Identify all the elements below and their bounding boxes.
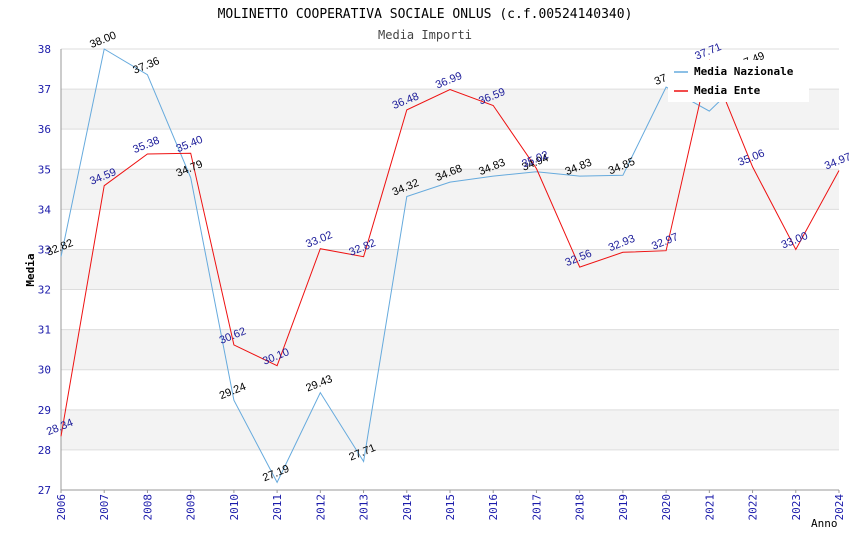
data-label: 29.43: [304, 373, 334, 394]
grid-bands: [61, 89, 839, 450]
data-label: 37.36: [131, 55, 161, 76]
x-tick-label: 2024: [833, 494, 846, 521]
data-label: 29.24: [218, 381, 248, 402]
x-tick-label: 2023: [790, 494, 803, 521]
y-tick-label: 27: [38, 484, 51, 497]
data-label: 35.40: [175, 134, 205, 155]
x-tick-label: 2021: [703, 494, 716, 521]
x-ticks: 2006 2007 2008 2009 2010 2011 2012 2013 2014 2015…: [55, 490, 846, 521]
chart-subtitle: Media Importi: [378, 28, 472, 42]
gridlines: [61, 48, 839, 491]
y-tick-label: 36: [38, 123, 51, 136]
data-label: 35.38: [131, 135, 161, 156]
x-axis-title: Anno: [811, 517, 838, 530]
y-tick-label: 38: [38, 43, 51, 56]
y-tick-label: 31: [38, 324, 51, 337]
data-label: 38.00: [88, 29, 118, 50]
grid-band: [61, 409, 839, 450]
x-tick-label: 2012: [314, 494, 327, 521]
x-tick-label: 2017: [530, 494, 543, 521]
y-axis-title: Media: [24, 253, 37, 286]
x-tick-label: 2015: [444, 494, 457, 521]
y-tick-label: 30: [38, 364, 51, 377]
grid-band: [61, 329, 839, 370]
x-tick-label: 2013: [358, 494, 371, 521]
legend-label-media-nazionale: Media Nazionale: [694, 65, 794, 78]
x-tick-label: 2006: [55, 494, 68, 521]
x-tick-label: 2019: [617, 494, 630, 521]
y-tick-label: 34: [38, 203, 52, 216]
y-tick-label: 35: [38, 163, 51, 176]
legend: Media Nazionale Media Ente: [668, 60, 809, 102]
x-tick-label: 2008: [141, 494, 154, 521]
data-label: 37.71: [693, 41, 723, 62]
x-tick-label: 2010: [228, 494, 241, 521]
y-tick-label: 32: [38, 284, 51, 297]
data-label: 36.99: [434, 70, 464, 91]
data-label: 35.06: [736, 147, 766, 168]
y-tick-label: 28: [38, 444, 51, 457]
x-tick-label: 2009: [185, 494, 198, 521]
grid-band: [61, 249, 839, 290]
y-ticks: 27 28 29 30 31 32 33 34 35 36 37 38: [38, 43, 52, 497]
x-tick-label: 2020: [660, 494, 673, 521]
x-tick-label: 2022: [747, 494, 760, 521]
x-tick-label: 2016: [487, 494, 500, 521]
x-tick-label: 2007: [98, 494, 111, 521]
legend-background: [668, 60, 809, 102]
y-tick-label: 37: [38, 83, 51, 96]
grid-band: [61, 169, 839, 210]
y-tick-label: 29: [38, 404, 51, 417]
x-tick-label: 2018: [574, 494, 587, 521]
x-tick-label: 2011: [271, 494, 284, 521]
chart-title: MOLINETTO COOPERATIVA SOCIALE ONLUS (c.f…: [218, 7, 633, 22]
y-tick-label: 33: [38, 243, 51, 256]
legend-label-media-ente: Media Ente: [694, 84, 761, 97]
series-line-media-nazionale: [60, 48, 753, 484]
data-label: 33.02: [304, 229, 334, 250]
x-tick-label: 2014: [401, 494, 414, 521]
